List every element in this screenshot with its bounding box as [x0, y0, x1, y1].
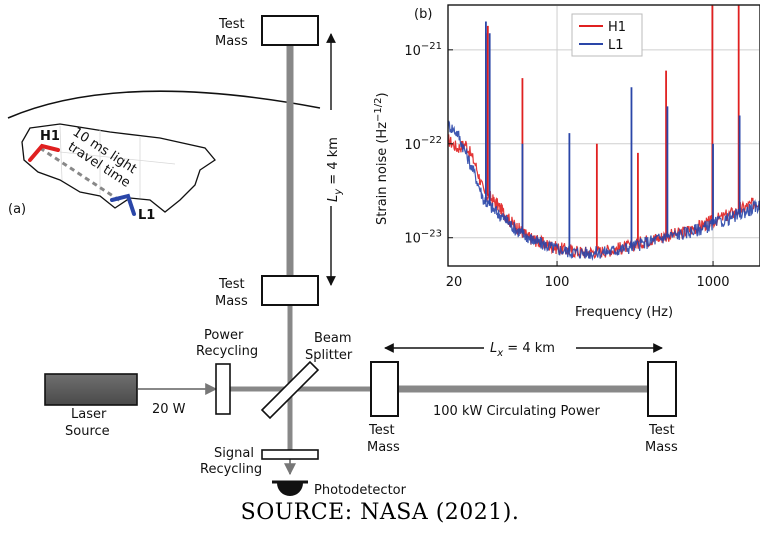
legend-label-h1: H1 [608, 20, 626, 35]
y-ticks: 10−21 10−22 10−23 [404, 41, 453, 247]
lx-label: Lx = 4 km [490, 341, 555, 359]
y-tick-label: 10−22 [404, 135, 442, 153]
test-mass-x-near-label-1: Test [368, 423, 395, 438]
test-mass-mid-label-1: Test [218, 277, 245, 292]
photodetector-label: Photodetector [314, 483, 407, 498]
y-axis-label: Strain noise (Hz−1/2) [373, 92, 390, 225]
test-mass-top-label-2: Mass [215, 34, 248, 49]
laser-label-2: Source [65, 424, 110, 439]
h1-site-label: H1 [40, 129, 60, 144]
power-recycling-label-2: Recycling [196, 344, 258, 359]
series-group [448, 5, 760, 261]
test-mass-x-near-label-2: Mass [367, 440, 400, 455]
beam-splitter-label-2: Splitter [305, 348, 353, 363]
state-lines [59, 125, 176, 198]
usa-outline [21, 123, 216, 213]
beam-splitter [260, 360, 320, 420]
test-mass-x-input [370, 361, 399, 417]
y-tick-label: 10−21 [404, 41, 442, 59]
test-mass-mid-label-2: Mass [215, 294, 248, 309]
photodetector-icon [277, 483, 303, 496]
signal-recycling-label-1: Signal [214, 446, 254, 461]
series-line-l1 [448, 120, 760, 261]
signal-recycling-mirror [261, 449, 319, 460]
h1-detector-icon [28, 143, 60, 162]
x-tick-label: 20 [446, 275, 463, 290]
test-mass-x-far-label-2: Mass [645, 440, 678, 455]
laser-power-label: 20 W [152, 402, 186, 417]
light-travel-line [39, 146, 123, 204]
x-tick-label: 1000 [696, 275, 729, 290]
legend-label-l1: L1 [608, 38, 624, 53]
ly-label: Ly = 4 km [326, 137, 344, 202]
test-mass-y-end [261, 15, 319, 46]
x-tick-label: 100 [545, 275, 570, 290]
power-recycling-mirror [215, 363, 231, 415]
figure: H1 L1 10 ms light travel time (a) Test M… [7, 4, 760, 498]
l1-site-label: L1 [138, 208, 155, 223]
x-axis-label: Frequency (Hz) [575, 305, 673, 320]
panel-a-label: (a) [8, 202, 26, 217]
laser-label-1: Laser [71, 407, 107, 422]
laser-source [44, 373, 138, 406]
chart-legend: H1 L1 [571, 13, 643, 57]
interferometer: Test Mass Test Mass Test Mass Test Mass … [44, 15, 678, 498]
beam-splitter-label-1: Beam [314, 331, 352, 346]
figure-caption: SOURCE: NASA (2021). [240, 500, 520, 525]
circulating-power-label: 100 kW Circulating Power [433, 404, 600, 419]
power-recycling-label-1: Power [204, 328, 244, 343]
signal-recycling-label-2: Recycling [200, 462, 262, 477]
test-mass-x-end [647, 361, 677, 417]
l1-detector-icon [110, 193, 136, 216]
globe-horizon [7, 90, 321, 119]
test-mass-top-label-1: Test [218, 17, 245, 32]
strain-chart: 20 100 1000 10−21 10−22 10−23 H1 L1 (b) Freq… [373, 4, 760, 320]
y-tick-label: 10−23 [404, 229, 442, 247]
map-panel: H1 L1 10 ms light travel time (a) [7, 90, 321, 223]
test-mass-x-far-label-1: Test [648, 423, 675, 438]
panel-b-label: (b) [414, 7, 432, 22]
test-mass-y-input [261, 275, 319, 306]
